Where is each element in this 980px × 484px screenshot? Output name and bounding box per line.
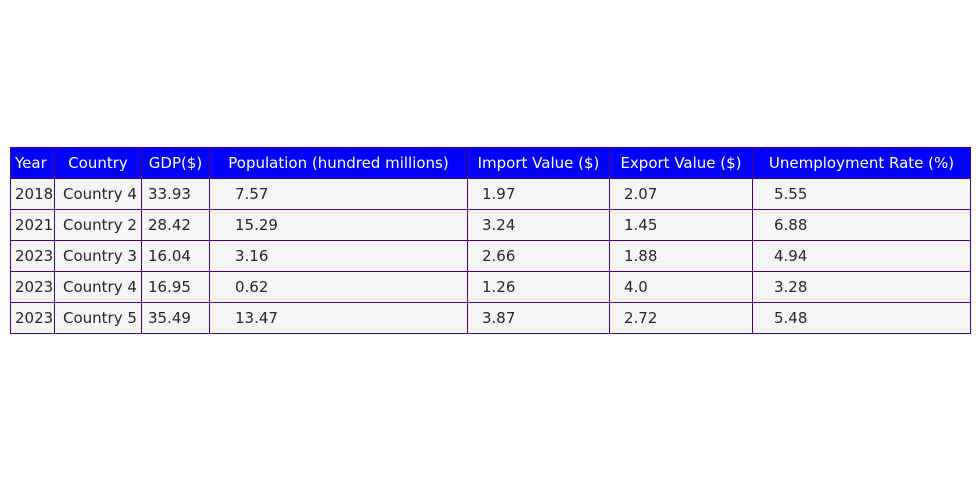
- table-row: 2023 Country 5 35.49 13.47 3.87 2.72 5.4…: [10, 302, 971, 334]
- cell-gdp: 28.42: [141, 209, 210, 241]
- data-table: Year Country GDP($) Population (hundred …: [10, 147, 971, 334]
- column-header-export-value: Export Value ($): [609, 147, 753, 179]
- column-header-country: Country: [54, 147, 142, 179]
- cell-import-value: 3.87: [467, 302, 610, 334]
- cell-unemployment-rate: 5.48: [752, 302, 971, 334]
- cell-import-value: 3.24: [467, 209, 610, 241]
- cell-unemployment-rate: 6.88: [752, 209, 971, 241]
- cell-export-value: 1.88: [609, 240, 753, 272]
- table-row: 2023 Country 3 16.04 3.16 2.66 1.88 4.94: [10, 240, 971, 272]
- cell-population: 3.16: [209, 240, 468, 272]
- cell-gdp: 16.04: [141, 240, 210, 272]
- column-header-population: Population (hundred millions): [209, 147, 468, 179]
- cell-country: Country 2: [54, 209, 142, 241]
- cell-population: 7.57: [209, 178, 468, 210]
- table-row: 2023 Country 4 16.95 0.62 1.26 4.0 3.28: [10, 271, 971, 303]
- cell-export-value: 1.45: [609, 209, 753, 241]
- table-row: 2018 Country 4 33.93 7.57 1.97 2.07 5.55: [10, 178, 971, 210]
- cell-year: 2023: [10, 271, 55, 303]
- cell-year: 2023: [10, 302, 55, 334]
- cell-year: 2023: [10, 240, 55, 272]
- cell-population: 15.29: [209, 209, 468, 241]
- cell-gdp: 16.95: [141, 271, 210, 303]
- column-header-year: Year: [10, 147, 55, 179]
- cell-export-value: 4.0: [609, 271, 753, 303]
- column-header-gdp: GDP($): [141, 147, 210, 179]
- cell-unemployment-rate: 4.94: [752, 240, 971, 272]
- cell-country: Country 4: [54, 178, 142, 210]
- cell-population: 13.47: [209, 302, 468, 334]
- cell-year: 2021: [10, 209, 55, 241]
- cell-gdp: 33.93: [141, 178, 210, 210]
- cell-year: 2018: [10, 178, 55, 210]
- cell-import-value: 1.26: [467, 271, 610, 303]
- cell-country: Country 3: [54, 240, 142, 272]
- column-header-unemployment-rate: Unemployment Rate (%): [752, 147, 971, 179]
- column-header-import-value: Import Value ($): [467, 147, 610, 179]
- cell-country: Country 4: [54, 271, 142, 303]
- cell-unemployment-rate: 3.28: [752, 271, 971, 303]
- data-table-container: Year Country GDP($) Population (hundred …: [10, 147, 971, 334]
- cell-population: 0.62: [209, 271, 468, 303]
- cell-country: Country 5: [54, 302, 142, 334]
- cell-gdp: 35.49: [141, 302, 210, 334]
- cell-import-value: 2.66: [467, 240, 610, 272]
- cell-unemployment-rate: 5.55: [752, 178, 971, 210]
- cell-export-value: 2.72: [609, 302, 753, 334]
- table-row: 2021 Country 2 28.42 15.29 3.24 1.45 6.8…: [10, 209, 971, 241]
- cell-export-value: 2.07: [609, 178, 753, 210]
- table-header-row: Year Country GDP($) Population (hundred …: [10, 147, 971, 179]
- cell-import-value: 1.97: [467, 178, 610, 210]
